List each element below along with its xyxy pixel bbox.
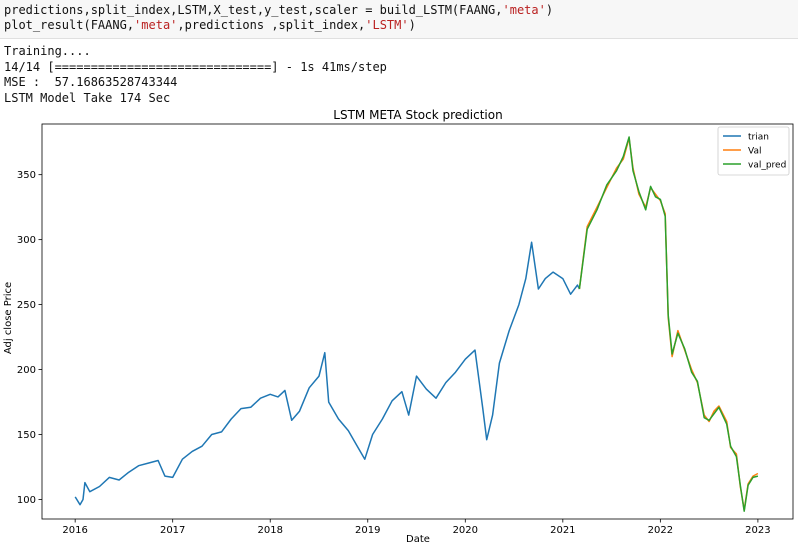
legend-label: Val	[748, 147, 761, 157]
legend: trian Val val_pred	[717, 126, 790, 176]
output-mse-line: MSE : 57.16863528743344	[4, 75, 178, 89]
code-line-2: plot_result(FAANG,'meta',predictions ,sp…	[4, 18, 416, 32]
x-tick-label: 2018	[257, 525, 282, 536]
y-axis-label: Adj close Price	[3, 282, 14, 354]
cell-output: Training.... 14/14 [====================…	[4, 44, 387, 106]
x-tick-label: 2022	[648, 525, 673, 536]
y-tick-label: 350	[17, 170, 36, 181]
y-tick-label: 250	[17, 300, 36, 311]
output-training-line: Training....	[4, 44, 91, 58]
legend-label: trian	[748, 133, 769, 143]
y-tick-label: 150	[17, 430, 36, 441]
x-axis-label: Date	[406, 534, 430, 545]
y-tick-label: 100	[17, 495, 36, 506]
stock-prediction-chart: LSTM META Stock prediction Date Adj clos…	[3, 108, 794, 545]
x-tick-label: 2017	[160, 525, 185, 536]
legend-box	[717, 126, 790, 176]
x-tick-label: 2023	[745, 525, 770, 536]
x-tick-label: 2016	[62, 525, 87, 536]
chart-title: LSTM META Stock prediction	[333, 108, 502, 122]
y-tick-label: 200	[17, 365, 36, 376]
code-line-1: predictions,split_index,LSTM,X_test,y_te…	[4, 3, 554, 17]
plot-frame	[41, 123, 794, 520]
x-tick-label: 2021	[550, 525, 575, 536]
y-axis: 100 150 200 250 300 350	[17, 170, 42, 506]
x-tick-label: 2020	[453, 525, 478, 536]
output-time-line: LSTM Model Take 174 Sec	[4, 90, 171, 105]
x-tick-label: 2019	[355, 525, 380, 536]
series-line-trian	[74, 241, 581, 506]
series-line-val-pred	[578, 136, 759, 512]
code-cell[interactable]: predictions,split_index,LSTM,X_test,y_te…	[0, 0, 798, 39]
x-axis: 2016 2017 2018 2019 2020 2021 2022 2023	[62, 519, 771, 536]
legend-label: val_pred	[748, 161, 786, 171]
output-progress-line: 14/14 [==============================] -…	[4, 59, 387, 74]
series-layer	[74, 136, 759, 512]
y-tick-label: 300	[17, 235, 36, 246]
